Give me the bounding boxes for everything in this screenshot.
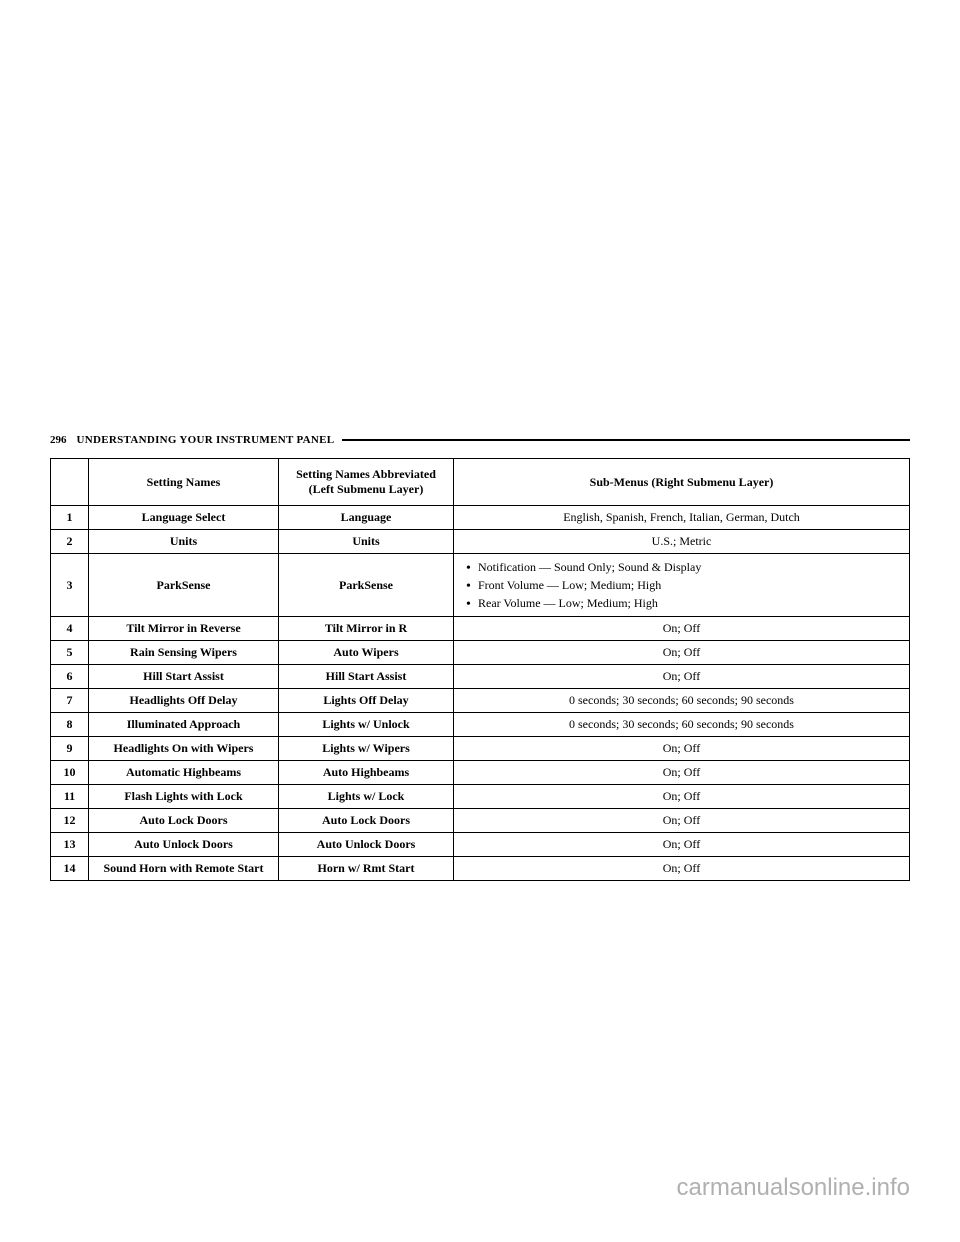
setting-name: ParkSense	[89, 554, 279, 617]
submenu: On; Off	[454, 641, 910, 665]
row-number: 13	[51, 833, 89, 857]
row-number: 5	[51, 641, 89, 665]
table-row: 9Headlights On with WipersLights w/ Wipe…	[51, 737, 910, 761]
setting-name: Tilt Mirror in Reverse	[89, 617, 279, 641]
table-row: 11Flash Lights with LockLights w/ LockOn…	[51, 785, 910, 809]
submenu-item: Rear Volume — Low; Medium; High	[464, 594, 903, 612]
submenu: On; Off	[454, 737, 910, 761]
table-row: 6Hill Start AssistHill Start AssistOn; O…	[51, 665, 910, 689]
row-number: 12	[51, 809, 89, 833]
setting-abbr: Auto Lock Doors	[279, 809, 454, 833]
table-body: 1Language SelectLanguageEnglish, Spanish…	[51, 506, 910, 881]
setting-name: Automatic Highbeams	[89, 761, 279, 785]
row-number: 6	[51, 665, 89, 689]
setting-name: Auto Lock Doors	[89, 809, 279, 833]
row-number: 11	[51, 785, 89, 809]
row-number: 10	[51, 761, 89, 785]
table-row: 7Headlights Off DelayLights Off Delay0 s…	[51, 689, 910, 713]
table-row: 14Sound Horn with Remote StartHorn w/ Rm…	[51, 857, 910, 881]
table-row: 3ParkSenseParkSenseNotification — Sound …	[51, 554, 910, 617]
settings-table: Setting Names Setting Names Abbreviated …	[50, 458, 910, 881]
setting-name: Hill Start Assist	[89, 665, 279, 689]
setting-abbr: Auto Highbeams	[279, 761, 454, 785]
row-number: 9	[51, 737, 89, 761]
header-col-abbr: Setting Names Abbreviated (Left Submenu …	[279, 459, 454, 506]
setting-name: Sound Horn with Remote Start	[89, 857, 279, 881]
submenu-item: Front Volume — Low; Medium; High	[464, 576, 903, 594]
setting-abbr: Horn w/ Rmt Start	[279, 857, 454, 881]
submenu: On; Off	[454, 761, 910, 785]
setting-name: Rain Sensing Wipers	[89, 641, 279, 665]
table-row: 1Language SelectLanguageEnglish, Spanish…	[51, 506, 910, 530]
page-content: 296 UNDERSTANDING YOUR INSTRUMENT PANEL …	[50, 434, 910, 881]
row-number: 14	[51, 857, 89, 881]
submenu: On; Off	[454, 857, 910, 881]
setting-abbr: Hill Start Assist	[279, 665, 454, 689]
setting-abbr: Lights Off Delay	[279, 689, 454, 713]
setting-abbr: Lights w/ Wipers	[279, 737, 454, 761]
table-row: 13Auto Unlock DoorsAuto Unlock DoorsOn; …	[51, 833, 910, 857]
submenu-item: Notification — Sound Only; Sound & Displ…	[464, 558, 903, 576]
page-header: 296 UNDERSTANDING YOUR INSTRUMENT PANEL	[50, 434, 910, 446]
submenu: U.S.; Metric	[454, 530, 910, 554]
setting-abbr: Units	[279, 530, 454, 554]
setting-abbr: Auto Unlock Doors	[279, 833, 454, 857]
submenu-list: Notification — Sound Only; Sound & Displ…	[464, 558, 903, 612]
row-number: 7	[51, 689, 89, 713]
submenu: 0 seconds; 30 seconds; 60 seconds; 90 se…	[454, 713, 910, 737]
page-number: 296	[50, 434, 67, 446]
row-number: 3	[51, 554, 89, 617]
table-row: 12Auto Lock DoorsAuto Lock DoorsOn; Off	[51, 809, 910, 833]
submenu: English, Spanish, French, Italian, Germa…	[454, 506, 910, 530]
table-row: 5Rain Sensing WipersAuto WipersOn; Off	[51, 641, 910, 665]
row-number: 2	[51, 530, 89, 554]
setting-name: Illuminated Approach	[89, 713, 279, 737]
submenu: On; Off	[454, 809, 910, 833]
setting-abbr: ParkSense	[279, 554, 454, 617]
header-rule	[342, 439, 910, 441]
table-row: 8Illuminated ApproachLights w/ Unlock0 s…	[51, 713, 910, 737]
setting-name: Units	[89, 530, 279, 554]
table-row: 2UnitsUnitsU.S.; Metric	[51, 530, 910, 554]
table-row: 4Tilt Mirror in ReverseTilt Mirror in RO…	[51, 617, 910, 641]
setting-abbr: Lights w/ Lock	[279, 785, 454, 809]
setting-name: Headlights On with Wipers	[89, 737, 279, 761]
table-row: 10Automatic HighbeamsAuto HighbeamsOn; O…	[51, 761, 910, 785]
header-col-sub: Sub-Menus (Right Submenu Layer)	[454, 459, 910, 506]
header-col-num	[51, 459, 89, 506]
submenu: Notification — Sound Only; Sound & Displ…	[454, 554, 910, 617]
setting-abbr: Lights w/ Unlock	[279, 713, 454, 737]
setting-name: Headlights Off Delay	[89, 689, 279, 713]
submenu: On; Off	[454, 617, 910, 641]
row-number: 8	[51, 713, 89, 737]
setting-abbr: Auto Wipers	[279, 641, 454, 665]
submenu: On; Off	[454, 833, 910, 857]
header-title: UNDERSTANDING YOUR INSTRUMENT PANEL	[77, 434, 335, 446]
row-number: 1	[51, 506, 89, 530]
watermark: carmanualsonline.info	[677, 1174, 910, 1202]
submenu: 0 seconds; 30 seconds; 60 seconds; 90 se…	[454, 689, 910, 713]
setting-abbr: Language	[279, 506, 454, 530]
setting-name: Auto Unlock Doors	[89, 833, 279, 857]
submenu: On; Off	[454, 785, 910, 809]
header-col-name: Setting Names	[89, 459, 279, 506]
row-number: 4	[51, 617, 89, 641]
submenu: On; Off	[454, 665, 910, 689]
setting-name: Language Select	[89, 506, 279, 530]
table-header-row: Setting Names Setting Names Abbreviated …	[51, 459, 910, 506]
setting-name: Flash Lights with Lock	[89, 785, 279, 809]
setting-abbr: Tilt Mirror in R	[279, 617, 454, 641]
